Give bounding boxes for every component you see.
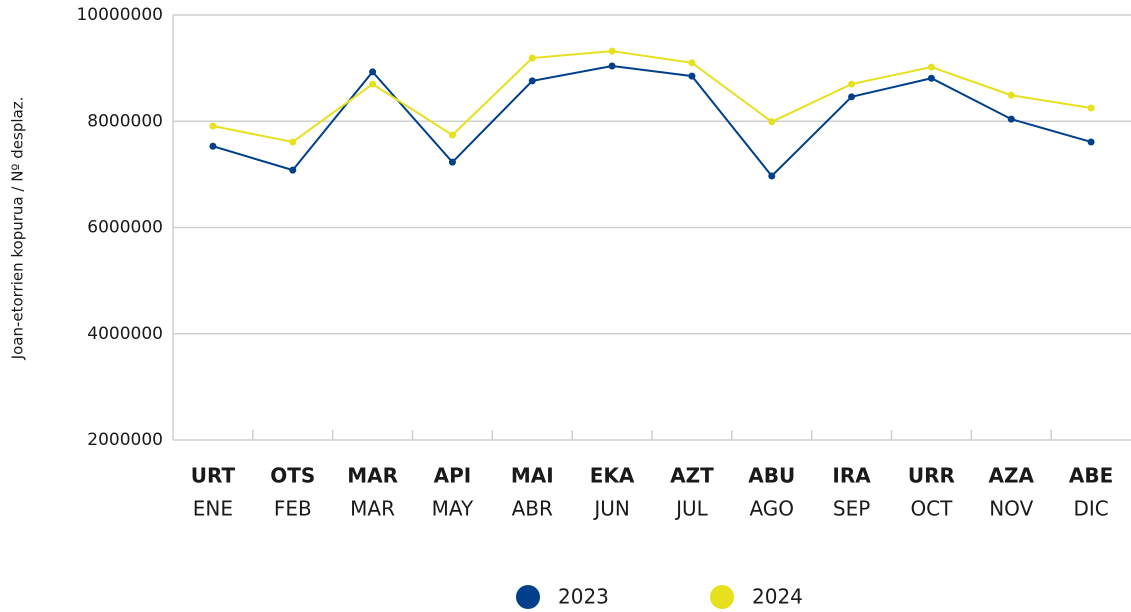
- data-point: [209, 142, 217, 150]
- y-tick-label: 4000000: [87, 324, 163, 344]
- data-point: [1087, 138, 1095, 146]
- data-point: [768, 118, 776, 126]
- x-tick-label-secondary: NOV: [989, 497, 1033, 521]
- x-tick-label-secondary: JUL: [674, 497, 709, 521]
- x-tick-label: URT: [191, 464, 236, 488]
- legend-swatch: [516, 585, 540, 609]
- data-point: [768, 172, 776, 180]
- data-point: [369, 68, 377, 76]
- x-tick-label: AZT: [670, 464, 714, 488]
- x-tick-label: MAI: [511, 464, 554, 488]
- data-point: [848, 93, 856, 101]
- y-tick-label: 8000000: [87, 111, 163, 131]
- data-point: [289, 138, 297, 146]
- x-tick-label: API: [434, 464, 472, 488]
- data-point: [448, 131, 456, 139]
- x-tick-label-secondary: MAY: [432, 497, 474, 521]
- series-line: [212, 64, 1092, 178]
- data-point: [528, 54, 536, 62]
- data-point: [1007, 115, 1015, 123]
- y-axis-label: Joan-etorrien kopurua / Nº desplaz.: [9, 97, 27, 361]
- data-point: [927, 63, 935, 71]
- legend-label: 2024: [752, 585, 803, 609]
- data-point: [289, 166, 297, 174]
- x-tick-label: URR: [908, 464, 955, 488]
- x-tick-label-secondary: SEP: [833, 497, 870, 521]
- data-point: [209, 122, 217, 130]
- series-line: [212, 50, 1092, 144]
- legend-label: 2023: [558, 585, 609, 609]
- x-tick-label-secondary: AGO: [749, 497, 794, 521]
- x-tick-label: MAR: [347, 464, 398, 488]
- x-tick-label-secondary: ABR: [512, 497, 553, 521]
- data-point: [448, 158, 456, 166]
- data-point: [927, 74, 935, 82]
- y-tick-label: 10000000: [76, 5, 163, 25]
- data-point: [608, 47, 616, 55]
- x-tick-label: AZA: [989, 464, 1035, 488]
- x-tick-label: IRA: [832, 464, 871, 488]
- x-tick-label-secondary: JUN: [592, 497, 630, 521]
- x-tick-label-secondary: OCT: [910, 497, 953, 521]
- data-point: [369, 80, 377, 88]
- x-tick-label-secondary: FEB: [274, 497, 312, 521]
- x-tick-label: ABU: [748, 464, 795, 488]
- x-tick-label-secondary: ENE: [193, 497, 233, 521]
- y-tick-label: 2000000: [87, 430, 163, 450]
- y-tick-label: 6000000: [87, 218, 163, 238]
- x-tick-label-secondary: MAR: [350, 497, 395, 521]
- data-point: [688, 72, 696, 80]
- x-tick-label: OTS: [270, 464, 315, 488]
- data-point: [688, 59, 696, 67]
- data-point: [848, 80, 856, 88]
- data-point: [1007, 91, 1015, 99]
- x-tick-label-secondary: DIC: [1073, 497, 1108, 521]
- data-point: [1087, 104, 1095, 112]
- x-tick-label: EKA: [590, 464, 635, 488]
- data-point: [528, 77, 536, 85]
- data-point: [608, 62, 616, 70]
- legend-swatch: [710, 585, 734, 609]
- x-tick-label: ABE: [1069, 464, 1113, 488]
